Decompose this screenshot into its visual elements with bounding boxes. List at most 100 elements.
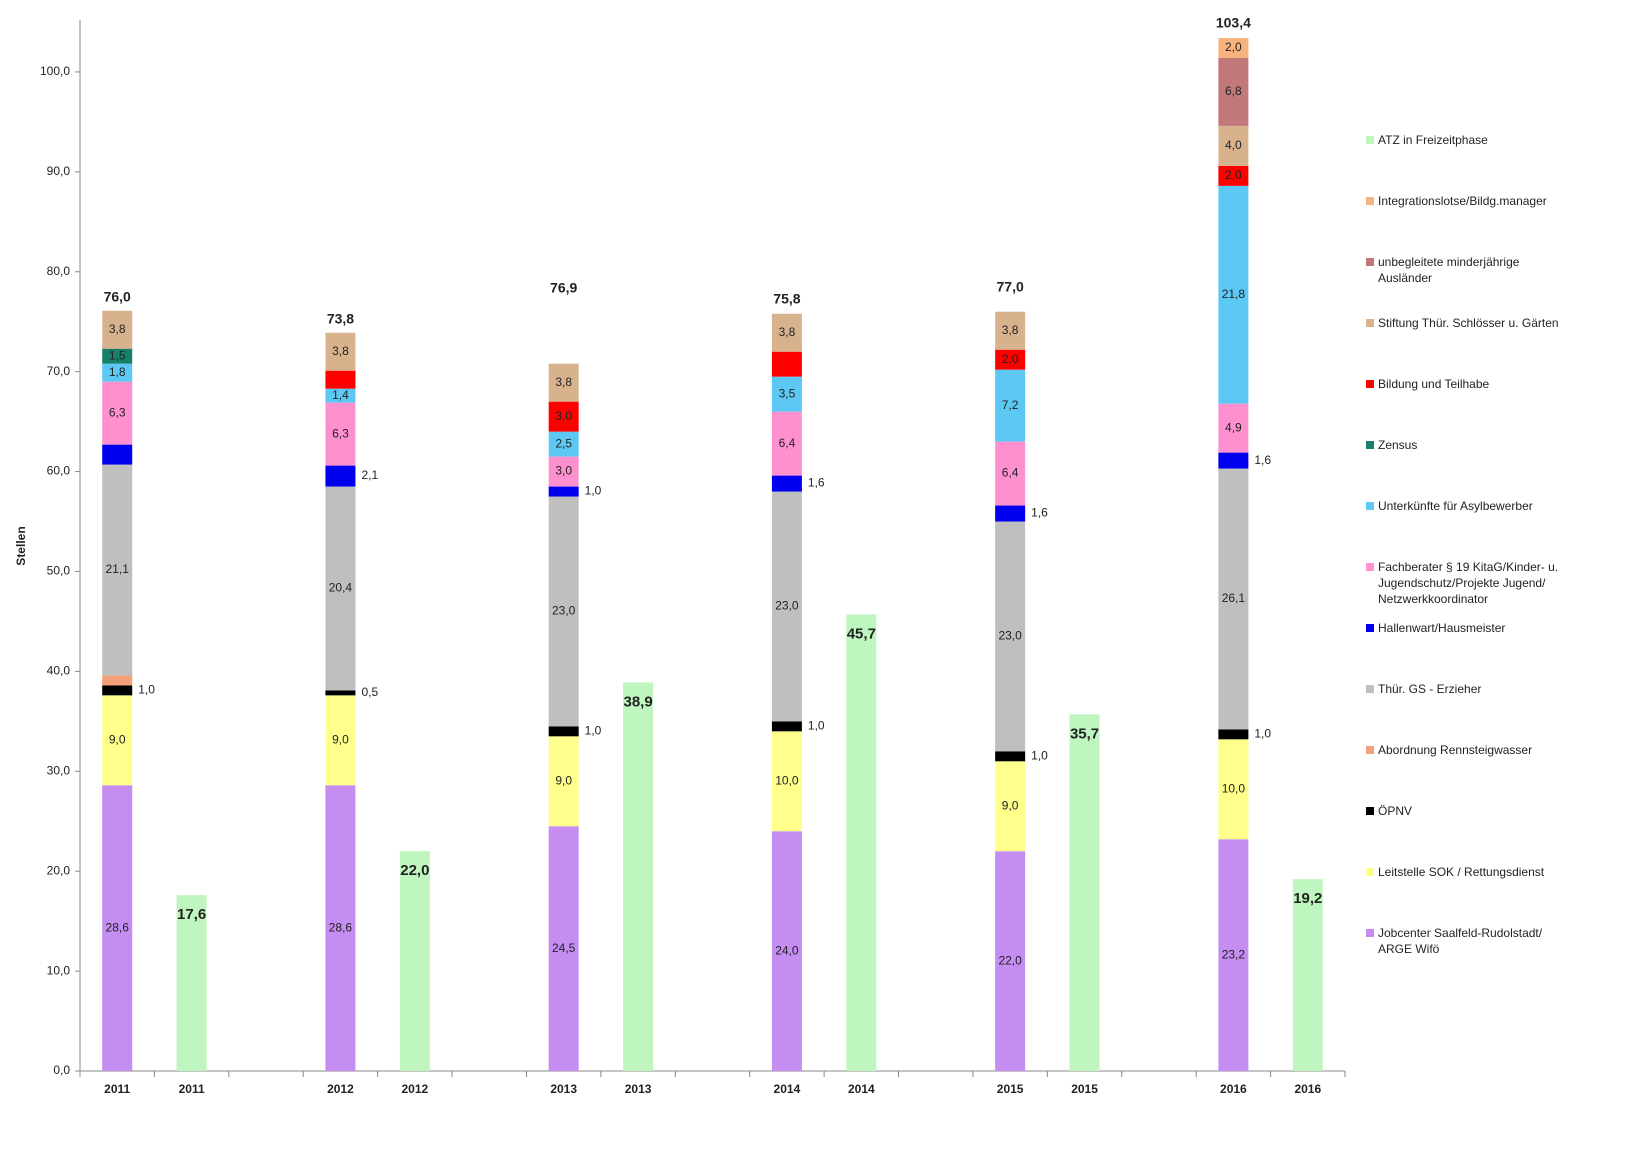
segment-label: 1,5 (109, 348, 126, 362)
segment-label-outside: 1,0 (585, 484, 602, 498)
x-tick-label: 2011 (179, 1082, 205, 1096)
x-tick-label: 2015 (1071, 1082, 1098, 1096)
segment-label: 2,5 (555, 436, 572, 450)
segment-label: 20,4 (329, 581, 353, 595)
bar-segment (548, 826, 579, 1071)
legend-item: Unterkünfte für Asylbewerber (1366, 498, 1571, 514)
bar-segment (548, 431, 579, 457)
total-label: 77,0 (997, 278, 1024, 294)
bar-segment (771, 491, 802, 722)
legend-label: Jobcenter Saalfeld-Rudolstadt/ ARGE Wifö (1378, 926, 1543, 956)
segment-label-outside: 1,0 (138, 683, 155, 697)
bar-segment (325, 465, 356, 487)
bar-segment (995, 505, 1026, 522)
segment-label: 7,2 (1002, 398, 1019, 412)
segment-label: 23,0 (775, 599, 799, 613)
bar-segment (995, 349, 1026, 370)
bar-segment (548, 401, 579, 432)
total-label: 75,8 (773, 290, 800, 306)
legend-label: Bildung und Teilhabe (1378, 377, 1490, 391)
y-tick-label: 10,0 (47, 963, 71, 977)
bar-segment (1218, 452, 1249, 469)
legend-swatch (1366, 929, 1374, 937)
legend-label: Abordnung Rennsteigwasser (1378, 743, 1533, 757)
bar-segment (1218, 729, 1249, 740)
total-label: 76,0 (104, 288, 131, 304)
bar-segment (771, 475, 802, 492)
legend-label: unbegleitete minderjährige Ausländer (1378, 255, 1520, 285)
segment-label: 3,8 (109, 322, 126, 336)
legend-label: Zensus (1378, 438, 1418, 452)
segment-label: 9,0 (1002, 798, 1019, 812)
segment-label-outside: 0,5 (361, 685, 378, 699)
bar-segment (995, 441, 1026, 506)
segment-label: 10,0 (775, 773, 799, 787)
bar-segment (771, 831, 802, 1071)
segment-label: 23,0 (998, 629, 1022, 643)
legend-swatch (1366, 868, 1374, 876)
legend-item: Bildung und Teilhabe (1366, 376, 1571, 392)
x-tick-label: 2012 (402, 1082, 429, 1096)
bar-segment (995, 851, 1026, 1071)
segment-label: 3,5 (779, 386, 796, 400)
bar-segment (102, 685, 133, 696)
atz-label: 19,2 (1293, 890, 1322, 907)
segment-label: 3,8 (555, 375, 572, 389)
segment-label: 9,0 (332, 732, 349, 746)
bar-segment (102, 310, 133, 349)
legend-item: Zensus (1366, 437, 1571, 453)
bar-segment (176, 895, 207, 1071)
bar-segment (548, 456, 579, 487)
bar-segment (771, 731, 802, 832)
legend-label: Leitstelle SOK / Rettungsdienst (1378, 865, 1545, 879)
bar-segment (102, 464, 133, 676)
y-axis-label: Stellen (14, 526, 28, 565)
segment-label: 4,0 (1225, 138, 1242, 152)
y-tick-label: 100,0 (40, 64, 70, 78)
legend-label: Stiftung Thür. Schlösser u. Gärten (1378, 316, 1559, 330)
legend-item: ATZ in Freizeitphase (1366, 132, 1571, 148)
legend-item: Abordnung Rennsteigwasser (1366, 742, 1571, 758)
bar-segment (1218, 468, 1249, 730)
bar-segment (548, 736, 579, 827)
segment-label: 3,8 (1002, 323, 1019, 337)
legend-item: Integrationslotse/Bildg.manager (1366, 193, 1571, 209)
atz-label: 35,7 (1070, 725, 1099, 742)
legend-item: Stiftung Thür. Schlösser u. Gärten (1366, 315, 1571, 331)
bar-segment (102, 675, 133, 686)
atz-label: 38,9 (623, 693, 652, 710)
legend-swatch (1366, 380, 1374, 388)
total-label: 73,8 (327, 310, 354, 326)
bar-segment (548, 726, 579, 737)
bar-segment (995, 311, 1026, 350)
total-label: 76,9 (550, 279, 577, 295)
total-label: 103,4 (1216, 15, 1251, 31)
bar-segment (102, 444, 133, 465)
segment-label: 24,0 (775, 943, 799, 957)
bar-segment (102, 785, 133, 1071)
legend-swatch (1366, 319, 1374, 327)
y-tick-label: 20,0 (47, 863, 71, 877)
segment-label: 23,2 (1222, 947, 1246, 961)
segment-label-outside: 1,0 (808, 719, 825, 733)
bar-segment (846, 614, 877, 1071)
segment-label: 28,6 (329, 920, 353, 934)
legend-item: ÖPNV (1366, 803, 1571, 819)
bar-segment (325, 486, 356, 691)
bar-segment (1218, 37, 1249, 58)
x-tick-label: 2014 (774, 1082, 801, 1096)
segment-label: 6,4 (779, 436, 796, 450)
bar-segment (1218, 403, 1249, 453)
bar-segment (1218, 739, 1249, 840)
legend-item: Hallenwart/Hausmeister (1366, 620, 1571, 636)
bar-segment (995, 521, 1026, 752)
bar-segment (548, 496, 579, 727)
y-tick-label: 80,0 (47, 264, 71, 278)
bar-segment (771, 376, 802, 412)
legend-swatch (1366, 746, 1374, 754)
bar-segment (325, 388, 356, 403)
bar-segment (325, 370, 356, 389)
segment-label: 6,3 (109, 405, 126, 419)
